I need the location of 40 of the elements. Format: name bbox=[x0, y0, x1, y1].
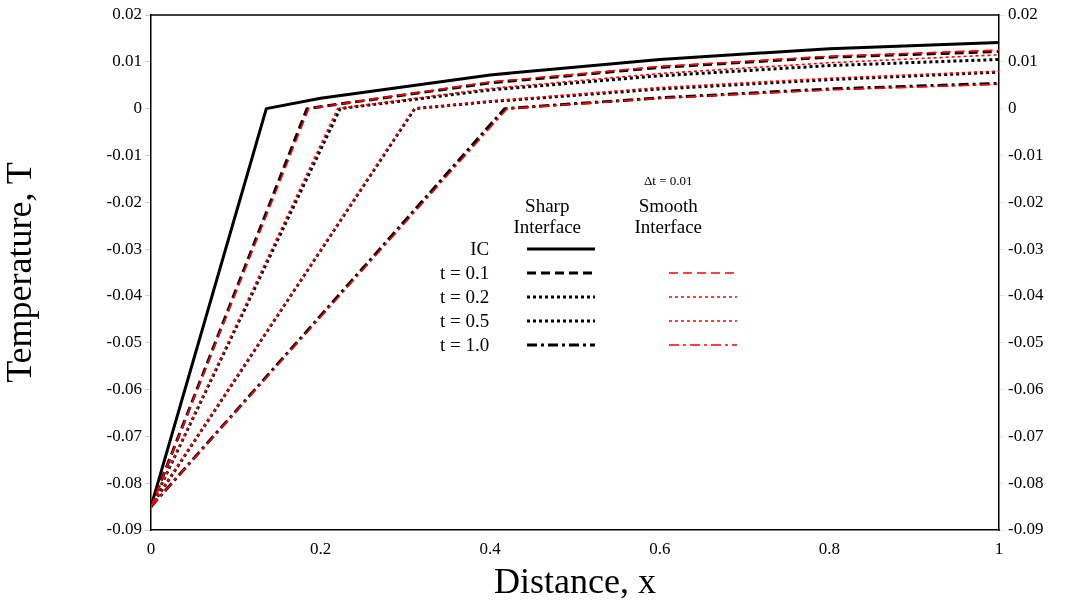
y-tick-label: -0.08 bbox=[106, 472, 142, 492]
y2-tick-label: -0.07 bbox=[1008, 425, 1044, 445]
x-tick-label: 0.8 bbox=[818, 538, 841, 558]
y2-tick-label: -0.06 bbox=[1008, 379, 1044, 399]
y-tick-label: 0.02 bbox=[112, 4, 142, 24]
y2-tick-label: -0.09 bbox=[1008, 519, 1044, 539]
y-tick-label: -0.01 bbox=[106, 144, 142, 164]
y-tick-label: -0.02 bbox=[106, 191, 142, 211]
y-tick-label: 0 bbox=[133, 98, 142, 118]
legend-label: t = 0.5 bbox=[440, 309, 491, 333]
legend-label: t = 0.1 bbox=[440, 261, 491, 285]
x-tick-label: 1 bbox=[994, 538, 1004, 558]
x-tick-label: 0.6 bbox=[649, 538, 671, 558]
y2-tick-label: -0.02 bbox=[1008, 191, 1044, 211]
y-tick-label: -0.05 bbox=[106, 332, 142, 352]
y2-tick-label: -0.04 bbox=[1008, 285, 1044, 305]
y2-tick-label: 0.02 bbox=[1008, 4, 1038, 24]
y2-tick-label: -0.01 bbox=[1008, 144, 1044, 164]
annotation: Sharp Interface bbox=[513, 195, 581, 237]
y2-tick-label: 0 bbox=[1008, 98, 1017, 118]
y-tick-label: 0.01 bbox=[112, 51, 142, 71]
x-tick-label: 0.2 bbox=[309, 538, 332, 558]
y-tick-label: -0.09 bbox=[106, 519, 142, 539]
y2-tick-label: 0.01 bbox=[1008, 51, 1038, 71]
y-tick-label: -0.06 bbox=[106, 379, 142, 399]
y-tick-label: -0.07 bbox=[106, 425, 143, 445]
y-tick-label: -0.03 bbox=[106, 238, 142, 258]
legend-label: t = 1.0 bbox=[440, 333, 491, 357]
x-tick-label: 0 bbox=[146, 538, 156, 558]
y2-tick-label: -0.08 bbox=[1008, 472, 1044, 492]
legend-label: IC bbox=[469, 237, 491, 261]
y-axis-title: Temperature, T bbox=[0, 162, 40, 383]
annotation: Δt = 0.01 bbox=[642, 172, 694, 190]
legend-label: t = 0.2 bbox=[440, 285, 491, 309]
x-axis-title: Distance, x bbox=[494, 560, 656, 601]
annotation: Smooth Interface bbox=[634, 195, 702, 237]
y2-tick-label: -0.05 bbox=[1008, 332, 1044, 352]
y2-tick-label: -0.03 bbox=[1008, 238, 1044, 258]
y-tick-label: -0.04 bbox=[106, 285, 143, 305]
x-tick-label: 0.4 bbox=[479, 538, 502, 558]
